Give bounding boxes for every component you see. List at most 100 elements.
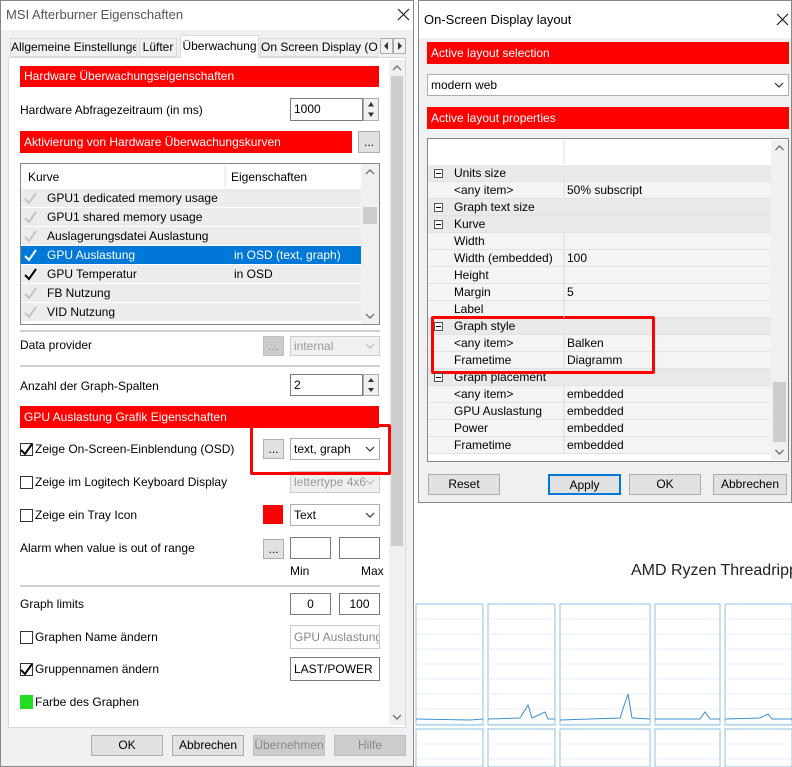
highlight-box: [431, 316, 655, 374]
button[interactable]: ...: [358, 131, 380, 153]
graph-pane: [415, 603, 484, 726]
dropdown[interactable]: Text: [290, 504, 380, 526]
button[interactable]: ...: [263, 539, 284, 559]
checkbox[interactable]: [20, 476, 33, 489]
text-input[interactable]: 0: [290, 593, 331, 615]
label: Min: [290, 564, 310, 578]
section-header: Active layout selection: [427, 42, 789, 64]
label: Farbe des Graphen: [35, 695, 140, 709]
text-input[interactable]: LAST/POWER: [290, 657, 380, 681]
button[interactable]: OK: [629, 474, 701, 495]
tab[interactable]: Überwachung: [180, 35, 259, 58]
button[interactable]: ...: [263, 336, 284, 356]
label: embedded: [567, 404, 624, 418]
label: Power: [454, 421, 489, 435]
graph-pane: [415, 728, 484, 767]
dropdown[interactable]: modern web: [427, 74, 789, 96]
scrollbar-thumb[interactable]: [363, 207, 377, 224]
dropdown[interactable]: text, graph: [290, 438, 380, 460]
list-row[interactable]: [21, 189, 361, 207]
label: in OSD (text, graph): [234, 248, 341, 262]
property-row[interactable]: [428, 352, 771, 369]
list-row[interactable]: [21, 227, 361, 245]
label: Balken: [567, 336, 604, 350]
property-row[interactable]: [428, 318, 771, 335]
label: Graphen Name ändern: [35, 630, 158, 644]
list-row[interactable]: [21, 303, 361, 321]
list-row[interactable]: [21, 284, 361, 302]
property-row[interactable]: [428, 437, 771, 454]
text-input[interactable]: 2: [290, 374, 363, 396]
checkbox[interactable]: [20, 443, 33, 456]
scrollbar[interactable]: [771, 140, 788, 460]
label: <any item>: [454, 387, 514, 401]
color-swatch[interactable]: [263, 505, 283, 524]
usage-line: [487, 703, 555, 720]
scrollbar-thumb[interactable]: [773, 382, 786, 442]
property-row[interactable]: [428, 182, 771, 199]
checkbox[interactable]: [20, 509, 33, 522]
text-input[interactable]: [290, 537, 331, 559]
text-input[interactable]: 1000: [290, 98, 363, 121]
tab[interactable]: Lüfter: [139, 38, 177, 57]
label: Kurve: [28, 170, 60, 184]
property-row[interactable]: [428, 284, 771, 301]
list-row[interactable]: [21, 265, 361, 283]
button[interactable]: Abbrechen: [172, 735, 244, 756]
label: Zeige ein Tray Icon: [35, 508, 138, 522]
section-header: Active layout properties: [427, 107, 789, 129]
button[interactable]: Apply: [548, 474, 621, 495]
checkbox[interactable]: [20, 631, 33, 644]
property-row[interactable]: [428, 233, 771, 250]
button[interactable]: Reset: [428, 474, 500, 495]
label: 50% subscript: [567, 183, 643, 197]
graph-pane: [559, 603, 651, 726]
text-input[interactable]: GPU Auslastung: [290, 625, 380, 649]
spinner[interactable]: [363, 98, 379, 121]
section-header: GPU Auslastung Grafik Eigenschaften: [20, 406, 379, 428]
label: Anzahl der Graph-Spalten: [20, 379, 159, 393]
usage-line: [559, 693, 651, 721]
label: 5: [567, 285, 574, 299]
property-row[interactable]: [428, 199, 771, 216]
button[interactable]: ...: [263, 439, 284, 459]
button[interactable]: Hilfe: [334, 735, 406, 756]
property-row[interactable]: [428, 165, 771, 182]
label: <any item>: [454, 336, 514, 350]
tab[interactable]: Allgemeine Einstellungen: [10, 38, 137, 57]
button[interactable]: Übernehmen: [253, 735, 325, 756]
label: Hardware Abfragezeitraum (in ms): [20, 103, 203, 117]
property-row[interactable]: [428, 335, 771, 352]
label: Margin: [454, 285, 491, 299]
graph-pane: [654, 728, 721, 767]
dialog-title: On-Screen Display layout: [424, 12, 572, 27]
property-row[interactable]: [428, 267, 771, 284]
text-input[interactable]: [339, 537, 380, 559]
property-row[interactable]: [428, 216, 771, 233]
dropdown[interactable]: internal: [290, 336, 380, 356]
color-swatch[interactable]: [20, 695, 33, 709]
label: GPU Auslastung: [454, 404, 543, 418]
scrollbar-thumb[interactable]: [391, 76, 403, 546]
label: in OSD: [234, 267, 273, 281]
button[interactable]: Abbrechen: [713, 474, 787, 495]
list-row[interactable]: [21, 246, 361, 264]
usage-line: [415, 718, 484, 721]
list-row[interactable]: [21, 208, 361, 226]
property-row[interactable]: [428, 250, 771, 267]
spinner[interactable]: [363, 374, 379, 396]
text-input[interactable]: 100: [339, 593, 380, 615]
scrollbar[interactable]: [361, 164, 379, 324]
button[interactable]: OK: [91, 735, 163, 756]
tab-scroll[interactable]: [380, 38, 393, 54]
label: VID Nutzung: [47, 305, 116, 319]
checkbox[interactable]: [20, 663, 33, 676]
dropdown[interactable]: lettertype 4x6: [290, 471, 380, 493]
property-row[interactable]: [428, 403, 771, 420]
tab-scroll[interactable]: [393, 38, 406, 54]
label: Kurve: [454, 217, 486, 231]
tab[interactable]: On Screen Display (OS: [260, 38, 378, 57]
property-row[interactable]: [428, 420, 771, 437]
property-row[interactable]: [428, 386, 771, 403]
